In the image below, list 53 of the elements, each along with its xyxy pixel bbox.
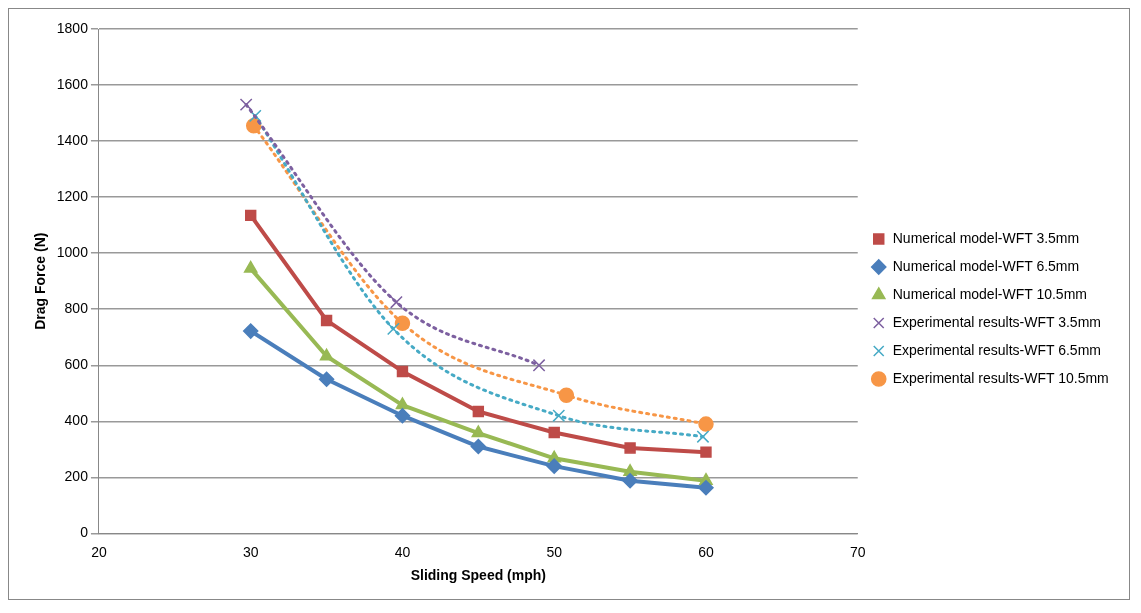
y-tick-label: 1600 xyxy=(56,75,89,92)
point xyxy=(318,371,335,388)
point xyxy=(546,458,562,474)
point xyxy=(698,479,714,496)
legend-label: Numerical model-WFT 3.5mm xyxy=(892,229,1080,246)
point xyxy=(558,387,575,403)
y-tick-label: 1800 xyxy=(56,19,89,36)
point xyxy=(698,416,714,432)
x-axis-title: Sliding Speed (mph) xyxy=(410,567,547,584)
y-tick-label: 1400 xyxy=(56,131,89,148)
point xyxy=(696,430,710,444)
legend-label: Experimental results-WFT 3.5mm xyxy=(892,313,1101,330)
point xyxy=(700,446,712,458)
point xyxy=(242,323,259,339)
y-tick-label: 600 xyxy=(64,356,89,373)
point xyxy=(532,358,546,372)
point xyxy=(470,438,487,455)
x-tick-label: 20 xyxy=(91,543,107,560)
point xyxy=(552,409,566,423)
x-tick-label: 50 xyxy=(546,543,563,560)
point xyxy=(623,464,637,476)
point xyxy=(548,426,560,439)
point xyxy=(394,407,411,424)
y-axis-title: Drag Force (N) xyxy=(32,232,49,330)
y-tick-label: 200 xyxy=(64,468,89,485)
point xyxy=(248,109,262,123)
point xyxy=(394,315,411,331)
point xyxy=(320,314,333,327)
point xyxy=(396,365,409,378)
y-tick-label: 400 xyxy=(64,412,89,429)
point xyxy=(243,260,258,273)
y-tick-label: 800 xyxy=(64,300,89,317)
x-tick-label: 70 xyxy=(849,543,866,560)
legend-label: Numerical model-WFT 10.5mm xyxy=(892,285,1087,302)
legend-label: Experimental results-WFT 10.5mm xyxy=(892,369,1109,386)
point xyxy=(471,425,486,438)
point xyxy=(624,442,636,454)
y-tick-label: 1200 xyxy=(56,187,89,204)
x-tick-label: 30 xyxy=(242,543,259,560)
x-tick-label: 60 xyxy=(698,543,714,560)
point xyxy=(622,472,638,489)
point xyxy=(389,295,403,309)
point xyxy=(395,397,410,410)
legend-label: Experimental results-WFT 6.5mm xyxy=(892,341,1101,358)
point xyxy=(245,209,257,222)
point xyxy=(319,348,334,361)
x-tick-label: 40 xyxy=(394,543,411,560)
y-tick-label: 1000 xyxy=(56,244,89,261)
point xyxy=(386,322,400,336)
point xyxy=(239,98,253,112)
point xyxy=(472,405,485,418)
legend-label: Numerical model-WFT 6.5mm xyxy=(892,257,1080,274)
y-tick-label: 0 xyxy=(80,524,89,541)
